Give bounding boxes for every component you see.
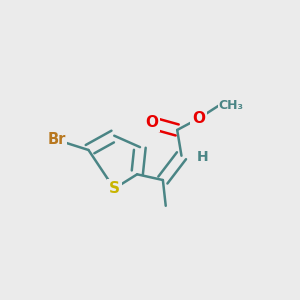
Text: CH₃: CH₃	[219, 99, 244, 112]
Text: S: S	[109, 181, 120, 196]
Text: O: O	[145, 115, 158, 130]
Text: H: H	[197, 150, 209, 164]
Text: Br: Br	[48, 133, 66, 148]
Text: O: O	[192, 111, 205, 126]
